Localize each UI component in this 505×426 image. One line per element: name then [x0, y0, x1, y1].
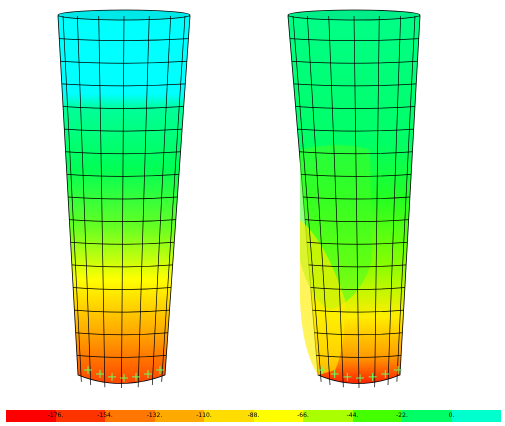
right-column-mesh [289, 15, 419, 389]
mesh-meridian-line [306, 15, 331, 386]
left-column-model [57, 9, 191, 389]
legend-color-segment [352, 410, 402, 422]
mesh-meridian-line [62, 15, 82, 382]
support-marker [394, 366, 402, 374]
mesh-meridian-line [76, 15, 92, 386]
legend-color-segment [204, 410, 254, 422]
support-marker [84, 366, 92, 374]
support-marker [120, 374, 128, 382]
legend-tick-label: -176. [47, 412, 64, 419]
contour-scene [57, 9, 421, 389]
mesh-meridian-line [353, 15, 360, 389]
legend-tick-label: -110. [196, 412, 212, 419]
mesh-meridian-line [161, 15, 186, 382]
legend-tick-label: -154. [97, 412, 113, 419]
right-column-yellow-contour [300, 220, 345, 375]
mesh-meridian-line [292, 15, 322, 382]
legend-color-segment [402, 410, 452, 422]
legend-tick-label: -88. [247, 412, 260, 419]
right-column-model [287, 9, 421, 389]
mesh-meridian-line [396, 15, 416, 382]
legend-tick-label: -66. [297, 412, 309, 419]
support-marker [368, 372, 377, 381]
legend-tick-label: -44. [346, 412, 359, 419]
mesh-meridian-line [121, 15, 125, 389]
support-marker [318, 366, 326, 374]
support-marker [330, 370, 339, 378]
legend-tick-label: -132. [146, 412, 163, 419]
mesh-meridian-line [137, 15, 150, 388]
left-column-supports [84, 366, 164, 382]
mesh-meridian-line [387, 15, 402, 386]
legend-color-segment [105, 410, 155, 422]
support-marker [156, 366, 164, 374]
legend-color-bar: -176. -154. -132. -110. -88. -66. -44. -22. 0. [6, 410, 501, 422]
mesh-meridian-line [151, 15, 172, 386]
legend-color-segment [451, 410, 501, 422]
support-marker [132, 372, 140, 381]
mesh-meridian-line [374, 15, 380, 388]
legend-color-segment [6, 410, 56, 422]
support-marker [356, 374, 364, 382]
mesh-meridian-line [98, 15, 106, 388]
legend-color-segment [154, 410, 204, 422]
legend-tick-label: -22. [396, 412, 408, 419]
support-marker [96, 370, 104, 378]
legend-color-segment [55, 410, 105, 422]
support-marker [381, 370, 390, 378]
support-marker [108, 372, 116, 381]
mesh-meridian-line [328, 15, 344, 388]
legend-tick-label: 0. [448, 412, 455, 419]
right-column-supports [318, 366, 402, 382]
contour-legend: -176. -154. -132. -110. -88. -66. -44. -22. 0. [0, 408, 505, 426]
legend-color-segment [253, 410, 303, 422]
legend-color-segment [303, 410, 353, 422]
support-marker [343, 372, 352, 381]
support-marker [144, 370, 152, 378]
left-column-mesh [59, 15, 189, 389]
